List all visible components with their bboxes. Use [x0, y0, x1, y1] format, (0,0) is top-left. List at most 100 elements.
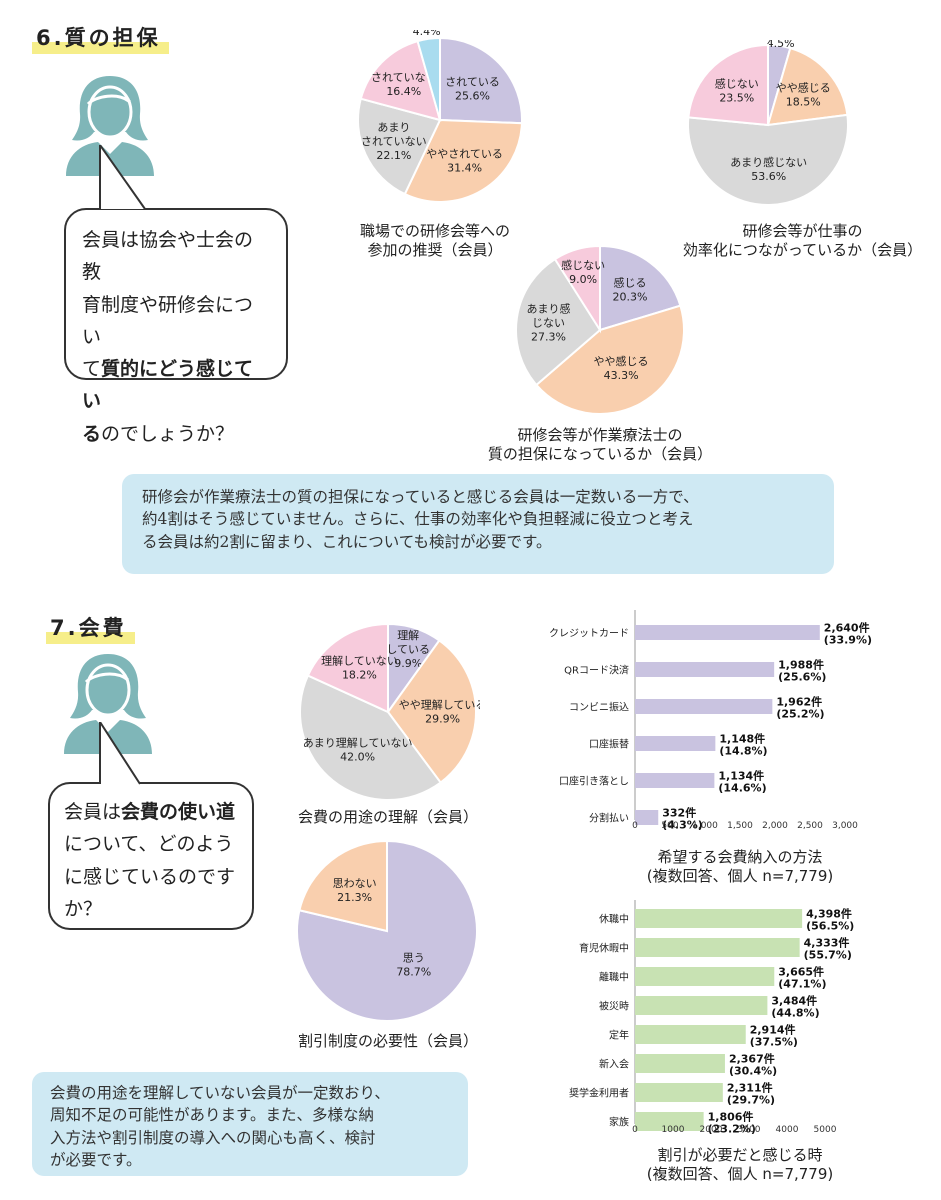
bar-category-label: QRコード決済	[564, 664, 629, 677]
note-line: 研修会が作業療法士の質の担保になっていると感じる会員は一定数いる一方で、	[142, 488, 699, 506]
bar	[635, 1083, 723, 1102]
pie-value-label: 31.4%	[447, 162, 482, 175]
bar-category-label: 育児休暇中	[579, 942, 629, 955]
bar	[635, 967, 775, 986]
pie-category-label: 感じない	[715, 78, 759, 91]
section6-heading: 6.質の担保	[32, 22, 169, 54]
bar-percent-label: (37.5%)	[750, 1036, 798, 1049]
bar-chart-payment: クレジットカード 2,640件(33.9%) QRコード決済 1,988件(25.6%…	[549, 610, 872, 832]
section7-note: 会費の用途を理解していない会員が一定数おり、 周知不足の可能性があります。また、多…	[32, 1072, 468, 1176]
note-line: 周知不足の可能性があります。また、多様な納	[50, 1106, 374, 1125]
bar	[635, 736, 716, 751]
bar-value-label: 1,806件	[708, 1110, 754, 1124]
bar-category-label: 分割払い	[589, 812, 629, 825]
x-tick-label: 5000	[814, 1125, 837, 1135]
pie-slice	[599, 244, 682, 332]
pie-category-label: されていない	[361, 135, 427, 148]
bubble-tail	[99, 145, 146, 210]
pie-slice	[416, 36, 441, 121]
pie-slice	[386, 639, 477, 784]
caption-payment: 希望する会費納入の方法 (複数回答、個人 n=7,779)	[646, 848, 834, 885]
section7-speech-bubble: 会員は会費の使い道 について、どのよう に感じているのです か？	[48, 782, 254, 930]
pie-value-label: 9.9%	[394, 657, 422, 670]
bar-value-label: 1,148件	[719, 732, 765, 746]
bar-percent-label: (25.2%)	[776, 708, 824, 721]
pie-value-label: 9.0%	[569, 273, 597, 286]
pie-value-label: 53.6%	[751, 170, 786, 183]
bar-chart-discount-when: 休職中 4,398件(56.5%) 育児休暇中 4,333件(55.7%) 離職中 3,6…	[569, 900, 854, 1136]
bar-percent-label: (44.8%)	[771, 1007, 819, 1020]
pie-category-label: やや感じる	[594, 355, 649, 368]
pie-category-label: あまり感じない	[730, 156, 807, 169]
pie-value-label: 18.2%	[342, 668, 377, 681]
pie-category-label: されていない	[371, 71, 437, 84]
x-tick-label: 0	[632, 821, 638, 831]
bubble7-line: に感じているのです	[64, 865, 236, 888]
x-tick-label: 1,500	[727, 821, 753, 831]
x-tick-label: 3000	[738, 1125, 761, 1135]
pie-slice	[298, 839, 388, 933]
bar-value-label: 2,367件	[729, 1052, 775, 1066]
note-line: る会員は約2割に留まり、これについても検討が必要です。	[142, 532, 552, 551]
bar	[635, 909, 803, 928]
pie-slice	[766, 46, 849, 127]
bar-value-label: 2,914件	[750, 1023, 796, 1037]
section6-bubble-text: 会員は協会や士会の教 育制度や研修会につい て質的にどう感じてい るのでしょうか？	[82, 224, 270, 450]
pie-category-label: ややされている	[426, 148, 503, 161]
bar-category-label: 被災時	[599, 1000, 629, 1013]
bar	[635, 1054, 725, 1073]
pie-category-label: やや理解している	[399, 697, 480, 711]
bar-value-label: 4,333件	[804, 936, 850, 950]
pie-category-label: されている	[445, 76, 500, 89]
bar-category-label: クレジットカード	[549, 628, 629, 640]
pie-slice	[535, 304, 685, 415]
caption-discount: 割引制度の必要性（会員）	[297, 1032, 478, 1050]
bar	[635, 996, 768, 1015]
bar-value-label: 332件	[662, 806, 696, 820]
bar-percent-label: (14.6%)	[718, 782, 766, 795]
pie-value-label: 20.3%	[613, 290, 648, 303]
pie-slice	[357, 97, 442, 196]
pie-slice	[687, 43, 769, 127]
bar-value-label: 4,398件	[806, 907, 852, 921]
bar-category-label: 休職中	[599, 913, 629, 926]
pie-slice	[403, 118, 523, 203]
caption-efficiency: 研修会等が仕事の 効率化につながっているか（会員）	[682, 222, 923, 259]
bar-value-label: 2,311件	[727, 1081, 773, 1095]
pie-category-label: 感じる	[614, 276, 647, 289]
bar	[635, 662, 775, 677]
pie-slice	[553, 244, 601, 334]
bar-value-label: 3,665件	[778, 965, 824, 979]
bar-value-label: 3,484件	[771, 994, 817, 1008]
pie-chart-training-recommend: されている25.6%ややされている31.4%あまりされていない22.1%されてい…	[357, 30, 523, 203]
bar-category-label: 口座引き落とし	[559, 775, 629, 788]
pie-category-label: している	[386, 643, 430, 656]
x-tick-label: 2000	[700, 1125, 723, 1135]
pie-category-label: あまり	[377, 121, 410, 134]
bar-percent-label: (14.8%)	[719, 745, 767, 758]
bar-category-label: 家族	[609, 1116, 629, 1129]
pie-value-label: 43.3%	[604, 369, 639, 382]
x-tick-label: 3,000	[832, 821, 858, 831]
bar-percent-label: (23.2%)	[708, 1123, 756, 1136]
pie-value-label: 4.4%	[413, 30, 441, 38]
pie-category-label: あまり感	[526, 302, 570, 315]
bubble-tail	[99, 722, 141, 785]
caption-quality: 研修会等が作業療法士の 質の担保になっているか（会員）	[487, 426, 713, 463]
pie-category-label: やや感じる	[776, 82, 831, 95]
bar-percent-label: (56.5%)	[806, 920, 854, 933]
bar-percent-label: (29.7%)	[727, 1094, 775, 1107]
bar-value-label: 2,640件	[824, 621, 870, 635]
x-tick-label: 0	[632, 1125, 638, 1135]
pie-category-label: 思う	[403, 952, 425, 965]
pie-slice	[439, 36, 523, 125]
pie-category-label: 感じない	[561, 259, 605, 272]
person-icon	[64, 654, 152, 754]
pie-slice	[306, 622, 389, 714]
x-tick-label: 4000	[776, 1125, 799, 1135]
caption-discount-when: 割引が必要だと感じる時 (複数回答、個人 n=7,779)	[646, 1146, 834, 1183]
bubble6-line: るのでしょうか？	[82, 422, 235, 445]
bar	[635, 1025, 746, 1044]
